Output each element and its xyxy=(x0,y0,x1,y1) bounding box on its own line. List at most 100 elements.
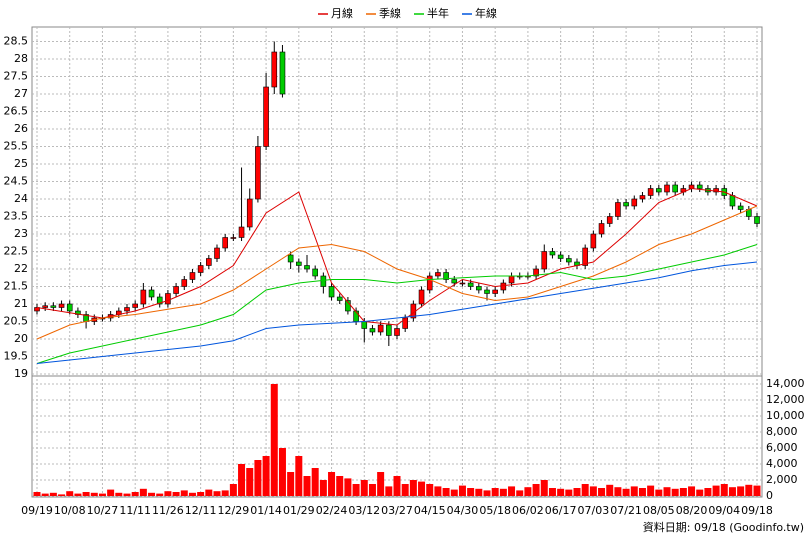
legend-label: 月線 xyxy=(331,6,353,20)
candle-body xyxy=(451,279,458,284)
x-tick-label: 10/27 xyxy=(87,504,119,517)
y-tick-label: 20 xyxy=(14,332,28,345)
candle-body xyxy=(500,282,507,291)
y2-tick-label: 8,000 xyxy=(766,425,798,438)
x-tick-label: 02/24 xyxy=(316,504,348,517)
candle-body xyxy=(737,205,744,210)
candle-body xyxy=(124,307,130,312)
candle-body xyxy=(418,289,425,305)
volume-bar xyxy=(360,480,368,496)
y-tick-label: 25 xyxy=(14,157,28,170)
volume-bar xyxy=(156,493,164,496)
candle-body xyxy=(230,237,237,239)
candle-body xyxy=(246,198,253,228)
y-tick-label: 21.5 xyxy=(4,280,29,293)
x-tick-label: 04/15 xyxy=(414,504,446,517)
x-tick-label: 03/27 xyxy=(381,504,413,517)
volume-bar xyxy=(344,478,352,496)
volume-bar xyxy=(238,464,246,496)
candle-body xyxy=(287,254,294,263)
candle-body xyxy=(336,296,343,301)
volume-bar xyxy=(606,484,614,496)
volume-bar xyxy=(598,488,606,496)
candle-body xyxy=(533,268,539,277)
x-tick-label: 11/26 xyxy=(152,504,184,517)
volume-bar xyxy=(548,488,556,496)
candle-body xyxy=(255,146,261,200)
volume-bar xyxy=(581,484,589,496)
candle-body xyxy=(263,86,269,147)
legend-label: 季線 xyxy=(379,6,401,20)
volume-bar xyxy=(246,468,254,496)
volume-bar xyxy=(712,485,720,496)
candle-body xyxy=(615,202,621,217)
y-tick-label: 27 xyxy=(14,87,28,100)
volume-bar xyxy=(197,492,205,496)
candle-body xyxy=(156,296,163,305)
candle-body xyxy=(296,261,302,266)
x-tick-label: 05/18 xyxy=(479,504,511,517)
volume-bar xyxy=(49,492,57,496)
y2-tick-label: 10,000 xyxy=(766,409,805,422)
volume-bar xyxy=(573,488,581,496)
y-tick-label: 28.5 xyxy=(4,35,29,48)
y-tick-label: 23 xyxy=(14,227,28,240)
candle-body xyxy=(729,195,736,207)
candle-body xyxy=(606,216,613,224)
y-tick-label: 25.5 xyxy=(4,140,29,153)
candle-body xyxy=(222,237,228,249)
volume-bar xyxy=(107,489,115,496)
volume-bar xyxy=(131,492,139,496)
volume-bar xyxy=(303,476,311,496)
volume-bar xyxy=(557,488,565,496)
volume-bar xyxy=(655,489,663,496)
moving-average-line xyxy=(36,244,758,364)
volume-bar xyxy=(33,492,41,496)
volume-bar xyxy=(679,488,687,496)
candle-body xyxy=(181,279,188,287)
x-tick-label: 01/29 xyxy=(283,504,315,517)
y2-tick-label: 14,000 xyxy=(766,377,805,390)
candle-body xyxy=(664,184,670,193)
volume-bar xyxy=(745,484,753,496)
y-tick-label: 22 xyxy=(14,262,28,275)
candle-body xyxy=(189,272,196,280)
y2-tick-label: 2,000 xyxy=(766,473,798,486)
y-tick-label: 28 xyxy=(14,52,28,65)
volume-bar xyxy=(98,493,106,496)
volume-bar xyxy=(647,485,655,496)
candle-body xyxy=(541,251,548,270)
x-tick-label: 12/29 xyxy=(218,504,250,517)
volume-bar xyxy=(450,489,458,496)
candle-body xyxy=(598,223,605,235)
volume-bar xyxy=(385,486,393,496)
volume-bar xyxy=(221,490,229,496)
x-tick-label: 09/18 xyxy=(741,504,773,517)
candle-body xyxy=(484,289,490,294)
volume-bar xyxy=(508,486,516,496)
volume-bar xyxy=(688,486,696,496)
volume-bar xyxy=(148,492,156,496)
candle-body xyxy=(582,247,588,266)
y-tick-label: 19 xyxy=(14,367,28,380)
candle-body xyxy=(214,247,220,259)
moving-average-line xyxy=(36,205,758,340)
x-tick-label: 11/11 xyxy=(119,504,151,517)
y-tick-label: 27.5 xyxy=(4,70,29,83)
candle-body xyxy=(42,305,48,308)
volume-bar xyxy=(74,493,82,496)
candle-body xyxy=(386,324,392,336)
y-tick-label: 23.5 xyxy=(4,210,29,223)
volume-bar xyxy=(442,488,450,496)
x-tick-label: 03/12 xyxy=(348,504,380,517)
x-tick-label: 06/02 xyxy=(512,504,544,517)
y2-tick-label: 0 xyxy=(766,489,773,502)
volume-bar xyxy=(172,492,180,496)
volume-bar xyxy=(328,472,336,496)
volume-bar xyxy=(434,486,442,496)
x-tick-label: 04/30 xyxy=(447,504,479,517)
candle-body xyxy=(696,184,703,189)
candle-body xyxy=(647,188,654,196)
candle-body xyxy=(549,251,556,256)
